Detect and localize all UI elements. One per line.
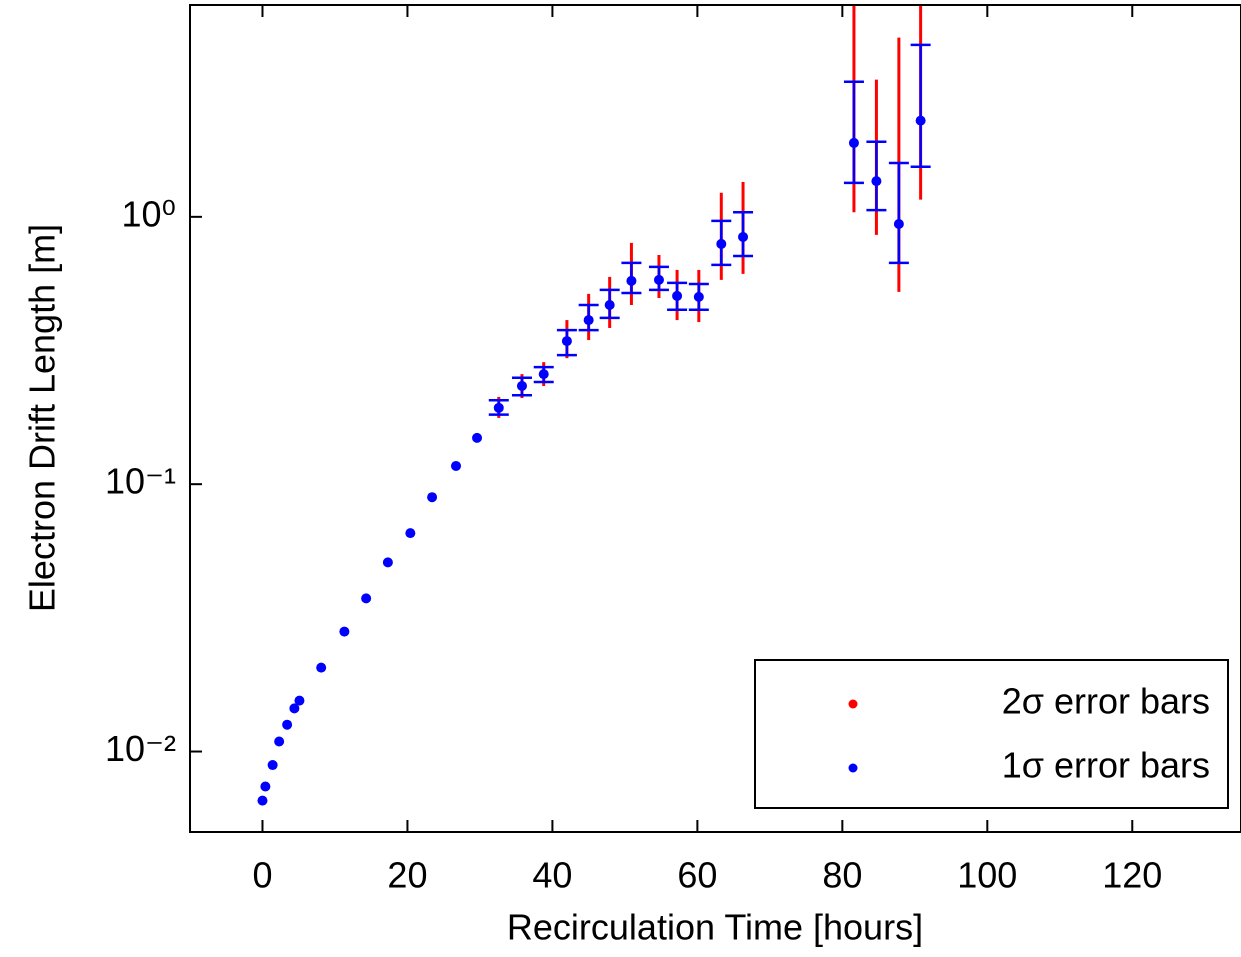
x-tick-label: 40 (532, 855, 572, 896)
x-tick-label: 60 (677, 855, 717, 896)
data-point (653, 274, 664, 285)
data-point (260, 781, 271, 792)
data-point (382, 557, 393, 568)
legend-marker (848, 763, 858, 773)
data-point (538, 369, 549, 380)
data-point (289, 703, 300, 714)
plot-frame (189, 4, 1241, 833)
y-tick-label: 10⁰ (122, 193, 176, 234)
data-point (427, 492, 438, 503)
data-point (871, 176, 882, 187)
data-point (316, 662, 327, 673)
data-point (848, 137, 859, 148)
x-tick-label: 100 (957, 855, 1017, 896)
data-point (274, 736, 285, 747)
data-point (472, 432, 483, 443)
data-point (583, 315, 594, 326)
data-point (604, 299, 615, 310)
data-point (257, 795, 268, 806)
data-point (516, 380, 527, 391)
x-axis-label: Recirculation Time [hours] (507, 907, 923, 948)
y-tick-label: 10⁻² (105, 728, 176, 769)
data-point (294, 695, 305, 706)
data-point (716, 238, 727, 249)
x-tick-label: 120 (1102, 855, 1162, 896)
legend-box (754, 659, 1229, 809)
data-point (672, 290, 683, 301)
data-point (561, 336, 572, 347)
legend-label: 1σ error bars (1002, 745, 1210, 786)
data-point (493, 402, 504, 413)
legend-label: 2σ error bars (1002, 681, 1210, 722)
data-point (282, 719, 293, 730)
data-point (339, 626, 350, 637)
data-point (405, 528, 416, 539)
legend-marker (848, 699, 858, 709)
data-point (915, 115, 926, 126)
x-tick-label: 0 (252, 855, 272, 896)
y-tick-label: 10⁻¹ (105, 461, 176, 502)
data-point (893, 219, 904, 230)
y-axis-label: Electron Drift Length [m] (22, 224, 63, 612)
data-point (451, 460, 462, 471)
x-tick-label: 20 (387, 855, 427, 896)
plot-area (257, 5, 931, 806)
data-point (267, 760, 278, 771)
data-point (361, 593, 372, 604)
data-point (738, 231, 749, 242)
data-point (693, 291, 704, 302)
axes: 0 20 40 60 80 100 120 10⁻² 10⁻¹ 10⁰ 2σ error bars 1… (105, 4, 1241, 896)
data-point (626, 275, 637, 286)
x-tick-label: 80 (822, 855, 862, 896)
